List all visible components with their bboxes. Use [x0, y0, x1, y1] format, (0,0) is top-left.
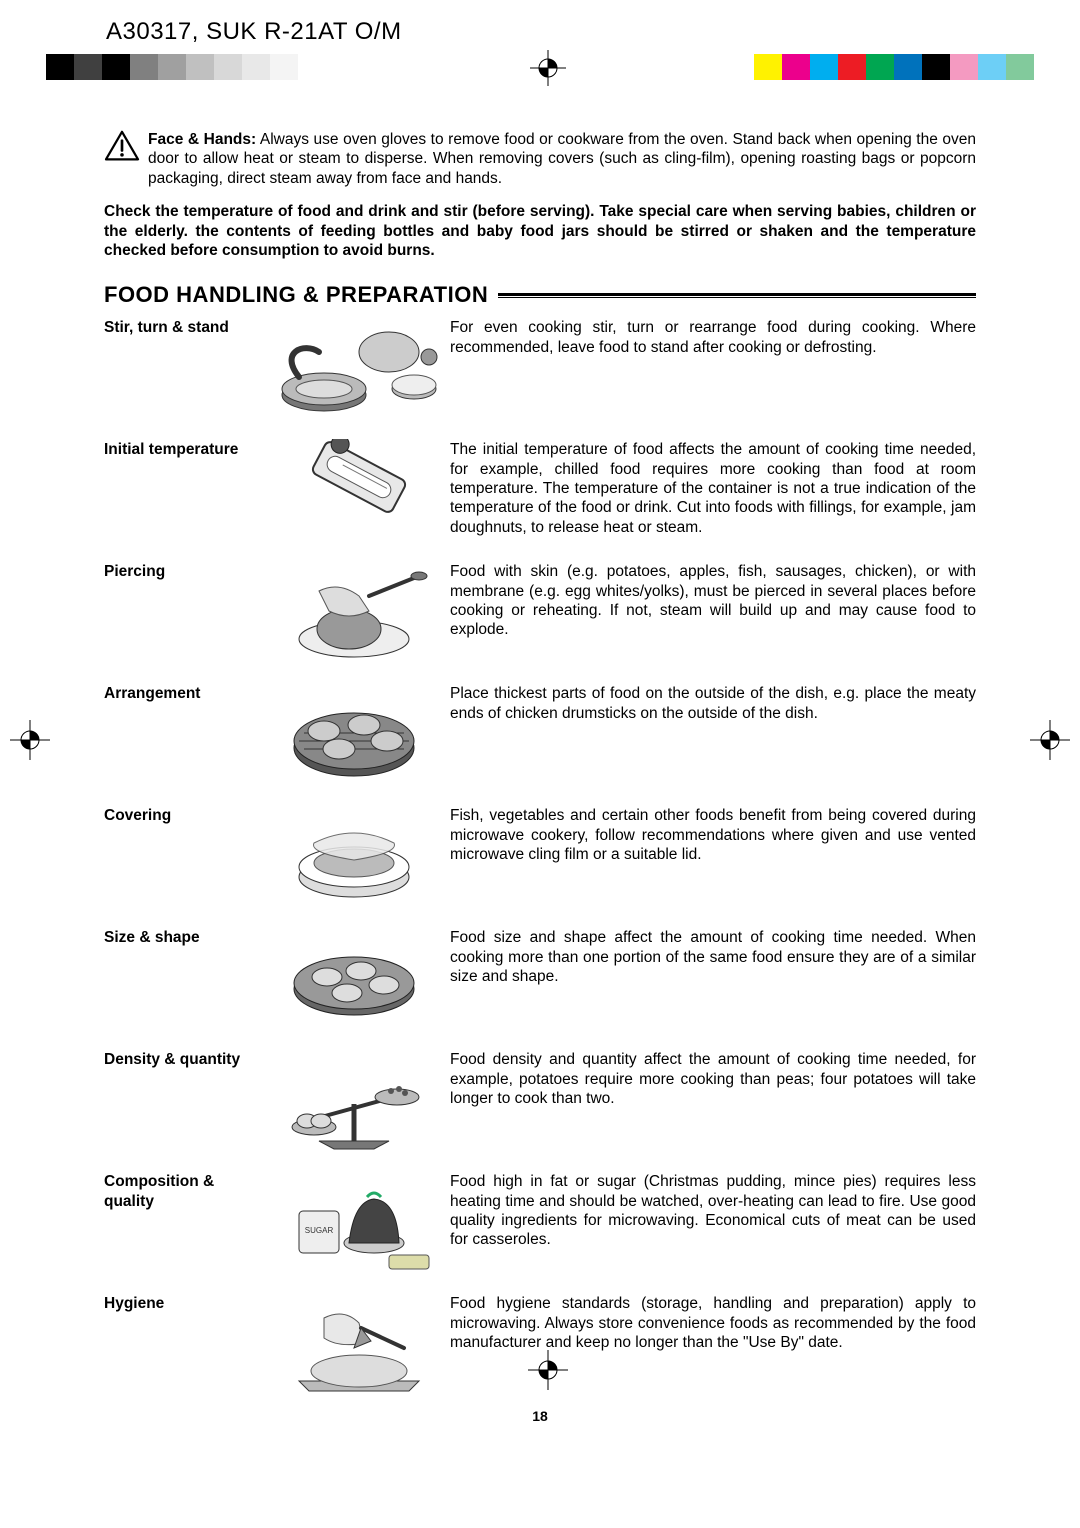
swatch — [102, 54, 130, 80]
item-text: Food size and shape affect the amount of… — [444, 926, 976, 986]
illustration-stir-icon — [264, 316, 444, 426]
illustration-hygiene-icon — [264, 1292, 444, 1402]
swatch — [214, 54, 242, 80]
illustration-covering-icon — [264, 804, 444, 914]
warning-icon — [104, 130, 144, 167]
item-label: Composition & quality — [104, 1170, 264, 1211]
temperature-check-note: Check the temperature of food and drink … — [104, 202, 976, 260]
swatch — [810, 54, 838, 80]
page-content: Face & Hands: Always use oven gloves to … — [104, 130, 976, 1414]
item-label: Arrangement — [104, 682, 264, 703]
registration-target-bottom — [528, 1350, 568, 1390]
item-text: For even cooking stir, turn or rearrange… — [444, 316, 976, 357]
item-text: The initial temperature of food affects … — [444, 438, 976, 537]
item-label: Initial temperature — [104, 438, 264, 459]
illustration-arrangement-icon — [264, 682, 444, 792]
warning-body: Always use oven gloves to remove food or… — [148, 131, 976, 187]
item-label: Covering — [104, 804, 264, 825]
item-size-shape: Size & shape Food size and shape affect … — [104, 926, 976, 1036]
registration-target-top — [530, 50, 566, 86]
registration-target-right — [1030, 720, 1070, 760]
swatch — [754, 54, 782, 80]
svg-text:SUGAR: SUGAR — [305, 1226, 334, 1235]
swatch — [894, 54, 922, 80]
swatch — [950, 54, 978, 80]
warning-block: Face & Hands: Always use oven gloves to … — [104, 130, 976, 188]
section-heading-row: FOOD HANDLING & PREPARATION — [104, 282, 976, 308]
swatch — [866, 54, 894, 80]
warning-label: Face & Hands: — [148, 131, 256, 148]
swatch — [838, 54, 866, 80]
item-text: Place thickest parts of food on the outs… — [444, 682, 976, 723]
swatch — [270, 54, 298, 80]
item-label: Density & quantity — [104, 1048, 264, 1069]
item-label: Size & shape — [104, 926, 264, 947]
illustration-piercing-icon — [264, 560, 444, 670]
document-code: A30317, SUK R-21AT O/M — [106, 18, 402, 46]
illustration-composition-icon: SUGAR — [264, 1170, 444, 1280]
item-label: Hygiene — [104, 1292, 264, 1313]
page-number: 18 — [104, 1408, 976, 1424]
illustration-size-shape-icon — [264, 926, 444, 1036]
swatch — [74, 54, 102, 80]
swatch — [1006, 54, 1034, 80]
item-text: Food hygiene standards (storage, handlin… — [444, 1292, 976, 1352]
section-title: FOOD HANDLING & PREPARATION — [104, 282, 498, 308]
item-label: Stir, turn & stand — [104, 316, 264, 337]
swatch — [298, 54, 326, 80]
swatch — [158, 54, 186, 80]
swatch — [978, 54, 1006, 80]
warning-text: Face & Hands: Always use oven gloves to … — [148, 130, 976, 188]
registration-target-left — [10, 720, 50, 760]
item-text: Fish, vegetables and certain other foods… — [444, 804, 976, 864]
item-density-quantity: Density & quantity Food density and quan… — [104, 1048, 976, 1158]
item-piercing: Piercing Food with skin (e.g. potatoes, … — [104, 560, 976, 670]
illustration-scale-icon — [264, 1048, 444, 1158]
item-initial-temperature: Initial temperature The initial temperat… — [104, 438, 976, 548]
swatch — [922, 54, 950, 80]
item-arrangement: Arrangement Place thickest parts of food… — [104, 682, 976, 792]
item-text: Food density and quantity affect the amo… — [444, 1048, 976, 1108]
grayscale-registration-bar — [46, 54, 326, 80]
swatch — [46, 54, 74, 80]
swatch — [782, 54, 810, 80]
illustration-thermometer-icon — [264, 438, 444, 548]
color-registration-bar — [754, 54, 1034, 80]
swatch — [242, 54, 270, 80]
item-composition-quality: Composition & quality SUGAR Food high in… — [104, 1170, 976, 1280]
item-label: Piercing — [104, 560, 264, 581]
section-title-rule — [498, 293, 976, 298]
swatch — [130, 54, 158, 80]
item-text: Food high in fat or sugar (Christmas pud… — [444, 1170, 976, 1250]
item-covering: Covering Fish, vegetables and certain ot… — [104, 804, 976, 914]
swatch — [186, 54, 214, 80]
item-text: Food with skin (e.g. potatoes, apples, f… — [444, 560, 976, 640]
item-stir-turn-stand: Stir, turn & stand For even cooking stir… — [104, 316, 976, 426]
